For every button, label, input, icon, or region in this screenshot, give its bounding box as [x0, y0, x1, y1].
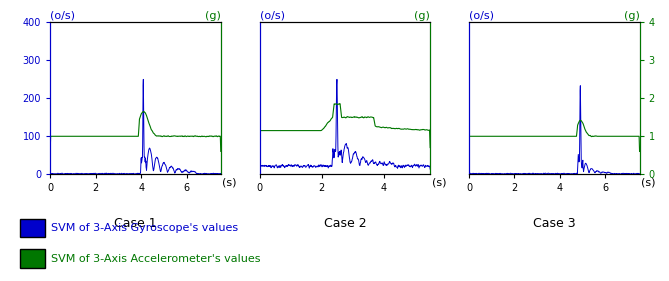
FancyBboxPatch shape — [20, 219, 45, 237]
Text: (s): (s) — [642, 177, 656, 187]
Text: SVM of 3-Axis Gyroscope's values: SVM of 3-Axis Gyroscope's values — [52, 223, 238, 233]
Text: (o/s): (o/s) — [50, 11, 75, 21]
Text: SVM of 3-Axis Accelerometer's values: SVM of 3-Axis Accelerometer's values — [52, 254, 261, 264]
Text: Case 2: Case 2 — [324, 217, 366, 230]
Text: Case 3: Case 3 — [533, 217, 575, 230]
Text: (g): (g) — [205, 11, 221, 21]
Text: (o/s): (o/s) — [260, 11, 284, 21]
Text: (g): (g) — [624, 11, 640, 21]
FancyBboxPatch shape — [20, 250, 45, 268]
Text: Case 1: Case 1 — [114, 217, 157, 230]
Text: (o/s): (o/s) — [469, 11, 494, 21]
Text: (g): (g) — [414, 11, 430, 21]
Text: (s): (s) — [432, 177, 446, 187]
Text: (s): (s) — [223, 177, 237, 187]
